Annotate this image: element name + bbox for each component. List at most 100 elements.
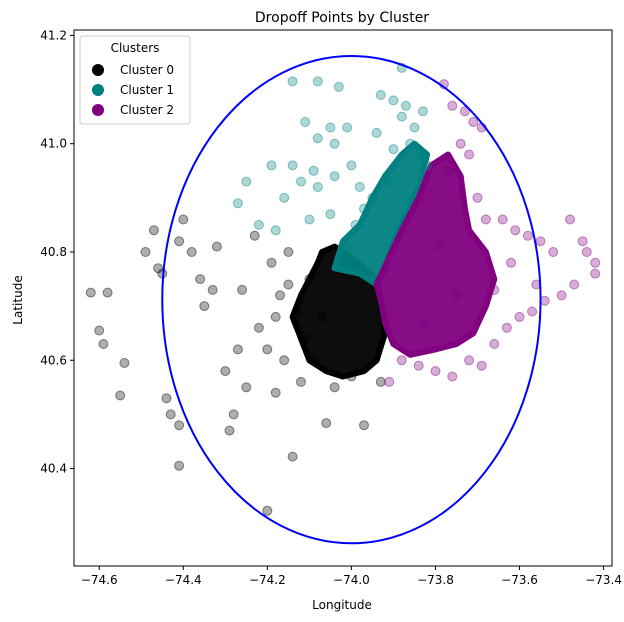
data-point [359, 203, 369, 214]
data-point [174, 460, 185, 471]
data-point [296, 176, 306, 187]
dense-region-cluster-2 [373, 151, 498, 358]
data-point [287, 76, 298, 87]
data-point [270, 387, 281, 398]
chart-title: Dropoff Points by Cluster [255, 10, 429, 26]
y-axis-label: Latitude [11, 275, 25, 324]
data-point [443, 165, 454, 176]
data-point [220, 366, 231, 377]
data-point [262, 505, 273, 516]
data-point [329, 382, 340, 393]
data-point [346, 160, 357, 171]
data-point [186, 247, 197, 257]
data-point [459, 106, 470, 117]
y-tick-label: 40.8 [40, 245, 67, 259]
data-point [174, 420, 185, 431]
data-point [396, 355, 407, 366]
data-point [417, 106, 428, 117]
data-point [464, 355, 475, 366]
data-point [384, 176, 395, 187]
data-point [409, 122, 420, 133]
y-tick-label: 41.0 [40, 137, 67, 151]
series-cluster-0 [85, 214, 386, 516]
data-point [539, 295, 550, 306]
data-point [98, 339, 109, 349]
legend-entry: Cluster 2 [120, 103, 174, 117]
data-point [317, 311, 327, 322]
y-tick-label: 40.6 [40, 353, 67, 367]
data-point [161, 393, 172, 404]
data-point [413, 360, 424, 371]
data-point [375, 90, 386, 100]
data-point [413, 149, 424, 160]
data-point [85, 287, 96, 298]
boundary-circle [161, 54, 542, 545]
legend-entry: Cluster 1 [120, 83, 174, 97]
x-tick-label: −74.0 [333, 573, 370, 587]
data-point [581, 247, 592, 257]
data-point [232, 198, 243, 209]
y-tick-label: 41.2 [40, 28, 67, 42]
x-axis-label: Longitude [312, 598, 372, 612]
data-point [346, 371, 357, 382]
data-point [275, 290, 285, 301]
data-point [119, 358, 130, 368]
x-tick-label: −73.4 [585, 573, 622, 587]
x-tick-label: −74.6 [81, 573, 118, 587]
legend-marker [92, 64, 104, 76]
data-point [388, 144, 399, 155]
data-point [140, 247, 151, 257]
data-point [253, 219, 264, 230]
data-point [241, 176, 252, 187]
data-point [153, 263, 164, 274]
data-point [241, 382, 252, 393]
data-point [384, 376, 395, 387]
data-point [321, 418, 332, 429]
data-point [569, 279, 580, 290]
plot-frame [73, 29, 613, 567]
data-point [480, 214, 491, 225]
data-point [510, 225, 521, 236]
data-point [296, 376, 306, 387]
data-point [354, 182, 365, 192]
data-point [270, 225, 281, 236]
legend-title: Clusters [111, 41, 160, 55]
x-tick-label: −74.4 [165, 573, 202, 587]
x-axis: −74.6 −74.4 −74.2 −74.0 −73.8 −73.6 −73.4 [81, 566, 622, 587]
data-point [266, 160, 277, 171]
data-point [312, 182, 323, 192]
legend-marker [92, 104, 104, 116]
data-point [447, 100, 458, 111]
data-point [342, 122, 353, 133]
data-point [207, 284, 218, 295]
data-point [333, 81, 344, 92]
data-point [312, 76, 323, 87]
data-point [279, 192, 290, 203]
data-point [451, 290, 462, 301]
data-point [422, 160, 433, 171]
data-point [308, 165, 319, 176]
data-point [308, 355, 319, 366]
data-point [329, 138, 340, 149]
data-point [211, 241, 222, 252]
data-point [338, 241, 348, 252]
data-point [548, 247, 559, 257]
data-point [522, 230, 533, 241]
data-point [115, 390, 126, 401]
data-point [535, 236, 546, 247]
legend-entry: Cluster 0 [120, 63, 174, 77]
data-point [375, 376, 386, 387]
data-point [367, 192, 378, 203]
data-point [388, 95, 399, 106]
x-tick-label: −73.8 [417, 573, 454, 587]
data-point [405, 138, 416, 149]
data-point [283, 279, 294, 290]
data-point [270, 311, 281, 322]
data-point [497, 214, 508, 225]
data-point [291, 306, 302, 317]
data-point [464, 149, 475, 160]
data-point [396, 111, 407, 122]
legend-marker [92, 84, 104, 96]
data-point [476, 360, 487, 371]
data-point [447, 371, 458, 382]
